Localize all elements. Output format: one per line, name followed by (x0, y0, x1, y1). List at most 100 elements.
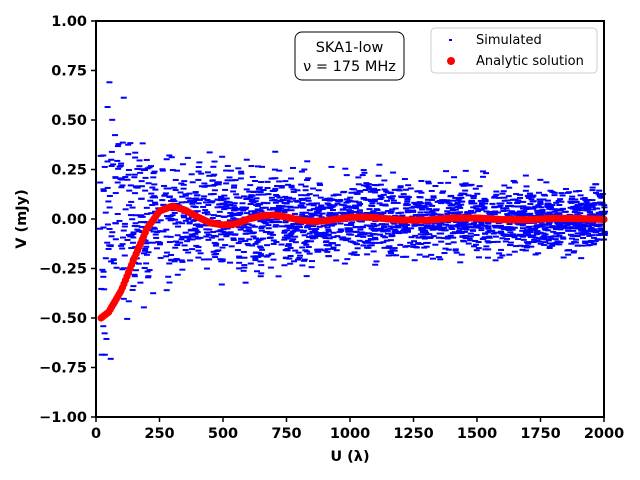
simulated-point (382, 236, 389, 239)
simulated-point (255, 187, 262, 190)
simulated-point (326, 212, 333, 215)
simulated-point (457, 261, 464, 264)
simulated-point (455, 212, 462, 215)
simulated-point (443, 170, 450, 173)
simulated-point (163, 228, 170, 231)
simulated-point (143, 158, 150, 161)
simulated-point (551, 191, 558, 194)
simulated-point (178, 238, 185, 241)
simulated-point (124, 317, 131, 320)
simulated-point (209, 179, 216, 182)
simulated-point (167, 235, 174, 238)
simulated-point (100, 226, 107, 229)
simulated-point (360, 235, 367, 238)
simulated-point (174, 258, 181, 261)
simulated-point (285, 183, 292, 186)
simulated-point (115, 143, 122, 146)
simulated-point (544, 204, 551, 207)
simulated-point (231, 202, 238, 205)
simulated-point (520, 200, 527, 203)
simulated-point (445, 181, 452, 184)
y-axis-label: V (mJy) (14, 189, 30, 248)
simulated-point (224, 164, 231, 167)
simulated-point (442, 223, 449, 226)
simulated-point (444, 237, 451, 240)
simulated-point (565, 226, 572, 229)
simulated-point (438, 222, 445, 225)
simulated-point (387, 239, 394, 242)
simulated-point (167, 215, 174, 218)
simulated-point (535, 204, 542, 207)
simulated-point (312, 231, 319, 234)
simulated-point (258, 181, 265, 184)
simulated-point (324, 244, 331, 247)
simulated-point (294, 189, 301, 192)
simulated-point (537, 242, 544, 245)
simulated-point (171, 186, 178, 189)
simulated-point (274, 185, 281, 188)
simulated-point (378, 196, 385, 199)
simulated-point (510, 179, 517, 182)
simulated-point (455, 199, 462, 202)
x-tick-label: 1000 (330, 426, 370, 442)
simulated-point (524, 246, 531, 249)
simulated-point (413, 246, 420, 249)
simulated-point (280, 209, 287, 212)
simulated-point (151, 227, 158, 230)
simulated-point (238, 172, 245, 175)
simulated-point (283, 205, 290, 208)
simulated-point (267, 236, 274, 239)
simulated-point (189, 248, 196, 251)
simulated-point (218, 238, 225, 241)
simulated-point (451, 176, 458, 179)
simulated-point (401, 231, 408, 234)
simulated-point (572, 190, 579, 193)
simulated-point (151, 195, 158, 198)
simulated-point (512, 181, 519, 184)
simulated-point (120, 267, 127, 270)
simulated-point (281, 236, 288, 239)
simulated-point (109, 118, 116, 121)
simulated-point (343, 238, 350, 241)
simulated-point (344, 227, 351, 230)
simulated-point (395, 230, 402, 233)
simulated-point (506, 223, 513, 226)
simulated-point (444, 200, 451, 203)
simulated-point (467, 239, 474, 242)
simulated-point (182, 193, 189, 196)
simulated-point (494, 240, 501, 243)
simulated-point (572, 224, 579, 227)
simulated-point (293, 227, 300, 230)
simulated-point (343, 198, 350, 201)
simulated-point (426, 233, 433, 236)
simulated-point (376, 202, 383, 205)
simulated-point (256, 245, 263, 248)
simulated-point (537, 202, 544, 205)
simulated-point (150, 226, 157, 229)
simulated-point (500, 190, 507, 193)
simulated-point (276, 180, 283, 183)
simulated-point (195, 178, 202, 181)
simulated-point (125, 143, 132, 146)
simulated-point (255, 251, 262, 254)
simulated-point (387, 197, 394, 200)
simulated-point (128, 247, 135, 250)
simulated-point (353, 207, 360, 210)
simulated-point (511, 226, 518, 229)
simulated-point (412, 234, 419, 237)
simulated-point (266, 232, 273, 235)
simulated-point (134, 225, 141, 228)
simulated-point (428, 224, 435, 227)
simulated-point (246, 230, 253, 233)
simulated-point (519, 212, 526, 215)
simulated-point (142, 176, 149, 179)
simulated-point (520, 222, 527, 225)
simulated-point (236, 256, 243, 259)
simulated-point (142, 242, 149, 245)
simulated-point (125, 169, 132, 172)
simulated-point (460, 227, 467, 230)
simulated-point (497, 256, 504, 259)
simulated-point (305, 177, 312, 180)
simulated-point (565, 222, 572, 225)
simulated-point (546, 207, 553, 210)
